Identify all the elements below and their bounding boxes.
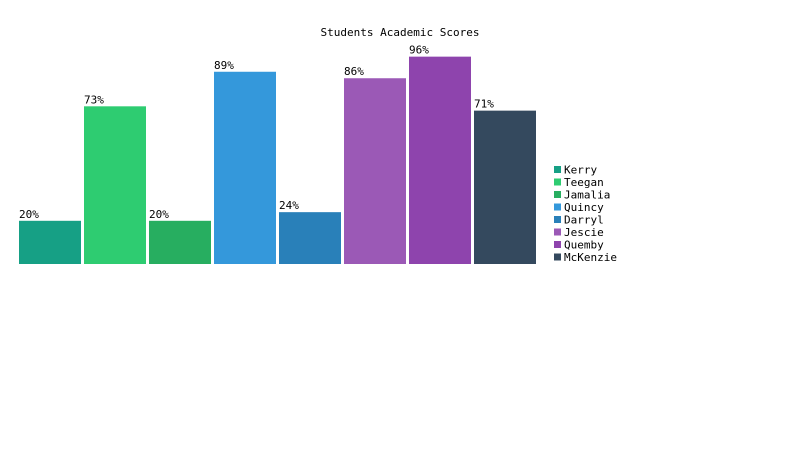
legend-label-kerry: Kerry	[564, 164, 597, 177]
legend-label-mckenzie: McKenzie	[564, 251, 617, 264]
legend: KerryTeeganJamaliaQuincyDarrylJescieQuem…	[554, 164, 617, 264]
legend-swatch-quemby	[554, 241, 561, 248]
bar-value-label-teegan: 73%	[84, 93, 104, 106]
legend-label-quemby: Quemby	[564, 239, 604, 252]
bar-teegan	[84, 106, 146, 264]
bar-jamalia	[149, 220, 211, 264]
legend-label-jamalia: Jamalia	[564, 189, 610, 202]
bar-value-label-quemby: 96%	[409, 44, 429, 57]
bar-quincy	[214, 71, 276, 264]
bar-value-label-jamalia: 20%	[149, 208, 169, 221]
bar-value-label-kerry: 20%	[19, 208, 39, 221]
bar-value-label-mckenzie: 71%	[474, 98, 494, 111]
bar-value-label-jescie: 86%	[344, 65, 364, 78]
bar-mckenzie	[474, 110, 536, 264]
legend-swatch-darryl	[554, 216, 561, 223]
bar-kerry	[19, 220, 81, 264]
bar-darryl	[279, 212, 341, 264]
legend-swatch-kerry	[554, 166, 561, 173]
bar-value-label-darryl: 24%	[279, 199, 299, 212]
bar-value-label-quincy: 89%	[214, 59, 234, 72]
legend-swatch-mckenzie	[554, 253, 561, 261]
legend-swatch-jamalia	[554, 191, 561, 198]
legend-swatch-quincy	[554, 203, 561, 211]
legend-swatch-jescie	[554, 228, 561, 236]
legend-label-jescie: Jescie	[564, 226, 604, 239]
legend-label-quincy: Quincy	[564, 201, 604, 214]
bar-jescie	[344, 78, 406, 265]
bar-quemby	[409, 56, 471, 264]
legend-label-teegan: Teegan	[564, 176, 604, 189]
chart-title: Students Academic Scores	[321, 26, 480, 39]
legend-label-darryl: Darryl	[564, 214, 604, 227]
bars-group: 20% 73% 20% 89% 24% 86% 96% 71%	[19, 44, 536, 265]
legend-swatch-teegan	[554, 178, 561, 186]
